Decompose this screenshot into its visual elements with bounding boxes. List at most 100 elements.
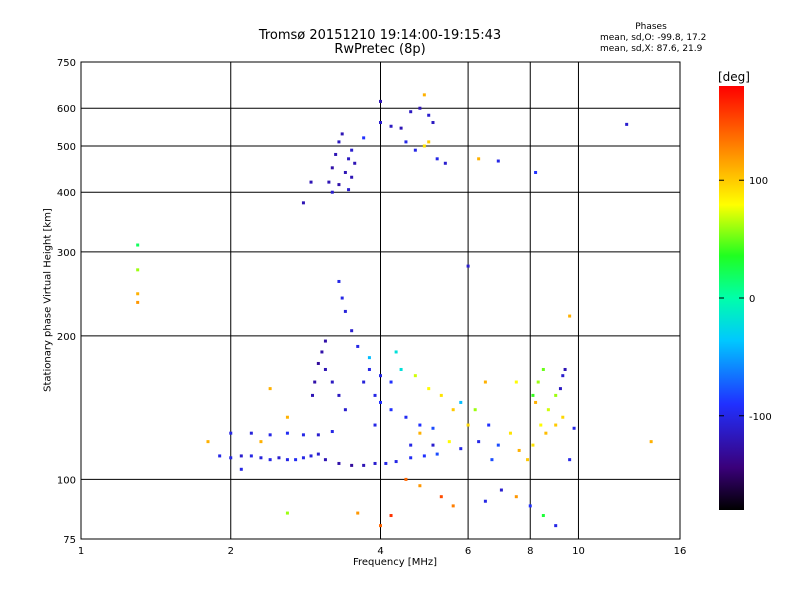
data-point: [477, 440, 481, 444]
data-point: [379, 374, 382, 378]
data-point: [379, 400, 382, 404]
data-point: [323, 458, 327, 462]
data-point: [373, 461, 377, 465]
data-point: [514, 380, 518, 384]
data-point: [316, 361, 320, 365]
data-point: [483, 499, 487, 503]
data-point: [373, 393, 377, 397]
data-point: [435, 157, 439, 161]
colorbar-tick-label: -100: [749, 412, 772, 423]
data-point: [496, 159, 500, 163]
data-point: [413, 374, 417, 378]
data-point: [311, 393, 315, 397]
data-point: [330, 190, 334, 194]
data-point: [206, 440, 210, 444]
x-tick-label: 4: [377, 546, 383, 557]
data-point: [435, 452, 439, 456]
data-point: [340, 132, 344, 136]
data-point: [399, 126, 403, 130]
data-point: [389, 124, 393, 128]
plot-frame: [80, 61, 681, 540]
data-point: [422, 454, 426, 458]
data-point: [554, 524, 558, 528]
data-point: [309, 454, 313, 458]
data-point: [451, 408, 455, 412]
chart-title: Tromsø 20151210 19:14:00-19:15:43: [258, 28, 502, 43]
data-point: [309, 180, 313, 184]
data-point: [367, 356, 371, 360]
data-point: [531, 393, 535, 397]
data-point: [229, 456, 233, 460]
data-point: [337, 279, 341, 283]
data-point: [347, 157, 351, 161]
data-point: [136, 292, 140, 296]
data-point: [350, 148, 354, 152]
data-point: [439, 495, 443, 499]
y-ticks: 75 100 200 300 400 500 600 750: [57, 58, 76, 546]
data-point: [427, 113, 431, 117]
data-point: [239, 454, 243, 458]
data-point: [259, 456, 263, 460]
y-tick-label: 500: [57, 142, 76, 153]
data-point: [546, 408, 550, 412]
chart-subtitle: RwPretec (8p): [334, 42, 426, 57]
data-point: [427, 387, 431, 391]
data-point: [409, 110, 413, 114]
data-point: [422, 144, 426, 148]
data-point: [350, 175, 354, 179]
data-point: [313, 380, 317, 384]
data-point: [568, 314, 572, 318]
data-point: [418, 423, 422, 427]
data-point: [439, 393, 443, 397]
data-point: [301, 433, 305, 437]
data-point: [536, 380, 540, 384]
data-point: [218, 454, 222, 458]
data-point: [353, 161, 357, 165]
data-point: [136, 268, 140, 272]
data-point: [389, 408, 393, 412]
data-point: [418, 431, 422, 435]
y-tick-label: 100: [57, 475, 76, 486]
phases-title: Phases: [635, 22, 667, 32]
data-point: [285, 458, 289, 462]
data-point: [394, 460, 398, 464]
data-point: [459, 447, 463, 451]
data-point: [459, 400, 463, 404]
data-point: [337, 393, 341, 397]
data-point: [539, 423, 543, 427]
data-point: [356, 344, 360, 348]
data-point: [544, 431, 548, 435]
colorbar-tick-label: 100: [749, 176, 768, 187]
data-point: [337, 140, 341, 144]
data-point: [526, 458, 530, 462]
x-tick-label: 6: [465, 546, 471, 557]
data-point: [389, 380, 393, 384]
data-point: [347, 188, 351, 192]
data-point: [239, 467, 243, 471]
data-point: [413, 148, 417, 152]
colorbar-tick-label: 0: [749, 294, 755, 305]
data-point: [229, 431, 233, 435]
grid: [81, 62, 680, 539]
colorbar-label: [deg]: [718, 70, 750, 84]
data-point: [561, 374, 565, 378]
data-point: [572, 426, 576, 430]
data-point: [340, 296, 344, 300]
y-tick-label: 200: [57, 332, 76, 343]
data-point: [362, 380, 366, 384]
data-point: [487, 423, 491, 427]
x-tick-label: 1: [78, 546, 84, 557]
data-point: [316, 433, 320, 437]
x-axis-label: Frequency [MHz]: [352, 557, 438, 568]
data-point: [431, 426, 435, 430]
data-point: [554, 423, 558, 427]
data-point: [496, 443, 500, 447]
data-point: [558, 387, 562, 391]
data-point: [350, 329, 354, 333]
data-point: [343, 309, 347, 313]
y-tick-label: 75: [63, 535, 76, 546]
data-point: [277, 456, 281, 460]
data-point: [534, 170, 538, 174]
data-point: [136, 300, 140, 304]
